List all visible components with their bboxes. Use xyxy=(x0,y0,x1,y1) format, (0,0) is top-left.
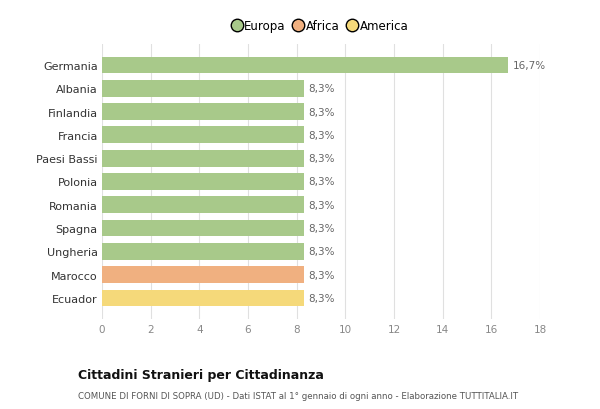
Text: COMUNE DI FORNI DI SOPRA (UD) - Dati ISTAT al 1° gennaio di ogni anno - Elaboraz: COMUNE DI FORNI DI SOPRA (UD) - Dati IST… xyxy=(78,391,518,400)
Text: Cittadini Stranieri per Cittadinanza: Cittadini Stranieri per Cittadinanza xyxy=(78,369,324,381)
Text: 8,3%: 8,3% xyxy=(308,154,335,164)
Text: 8,3%: 8,3% xyxy=(308,130,335,141)
Bar xyxy=(102,174,304,190)
Bar xyxy=(102,267,304,283)
Bar xyxy=(102,104,304,121)
Text: 8,3%: 8,3% xyxy=(308,293,335,303)
Text: 8,3%: 8,3% xyxy=(308,200,335,210)
Text: 8,3%: 8,3% xyxy=(308,270,335,280)
Bar xyxy=(102,127,304,144)
Bar xyxy=(102,197,304,213)
Text: 8,3%: 8,3% xyxy=(308,223,335,234)
Bar xyxy=(102,151,304,167)
Text: 8,3%: 8,3% xyxy=(308,247,335,257)
Bar xyxy=(102,57,508,74)
Text: 16,7%: 16,7% xyxy=(513,61,546,71)
Legend: Europa, Africa, America: Europa, Africa, America xyxy=(231,18,411,36)
Text: 8,3%: 8,3% xyxy=(308,84,335,94)
Bar xyxy=(102,81,304,97)
Bar xyxy=(102,243,304,260)
Text: 8,3%: 8,3% xyxy=(308,107,335,117)
Bar xyxy=(102,220,304,237)
Bar xyxy=(102,290,304,307)
Text: 8,3%: 8,3% xyxy=(308,177,335,187)
